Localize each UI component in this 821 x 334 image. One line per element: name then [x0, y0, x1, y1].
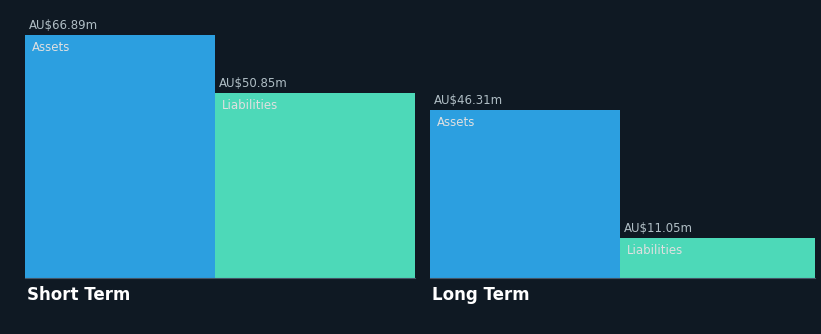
Text: Liabilities: Liabilities	[627, 244, 683, 257]
Text: Short Term: Short Term	[27, 286, 131, 304]
Text: Liabilities: Liabilities	[222, 99, 278, 112]
Bar	[620, 238, 815, 278]
Bar	[25, 35, 215, 278]
Bar	[215, 93, 415, 278]
Text: Long Term: Long Term	[432, 286, 530, 304]
Text: AU$66.89m: AU$66.89m	[29, 19, 99, 32]
Bar	[430, 110, 620, 278]
Text: AU$46.31m: AU$46.31m	[434, 94, 503, 107]
Text: AU$11.05m: AU$11.05m	[624, 222, 693, 235]
Text: Assets: Assets	[32, 41, 71, 54]
Text: AU$50.85m: AU$50.85m	[219, 77, 287, 90]
Text: Assets: Assets	[437, 116, 475, 129]
